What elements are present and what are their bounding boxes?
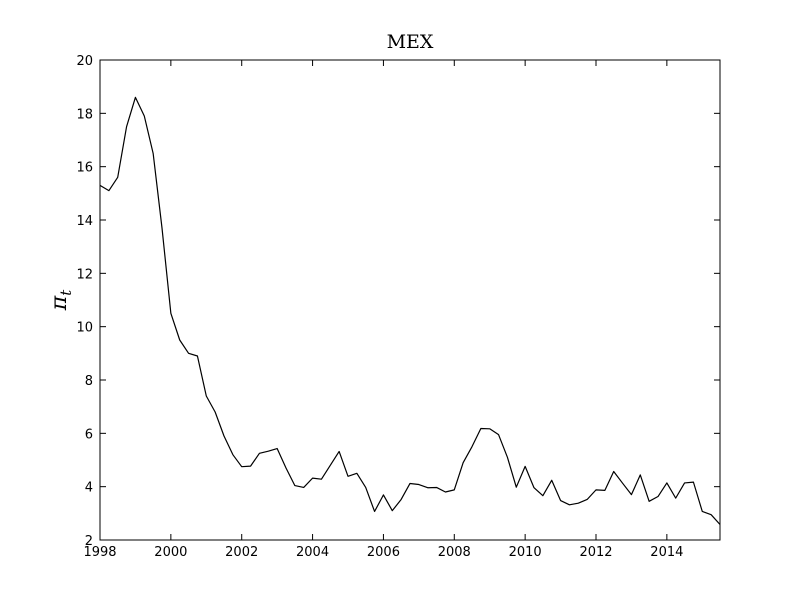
- x-tick-label: 2000: [154, 545, 187, 560]
- x-tick-label: 2010: [509, 545, 542, 560]
- y-tick-label: 18: [76, 107, 93, 122]
- x-tick-label: 2002: [225, 545, 258, 560]
- tick-labels: 1998 2000 2002 2004 2006 2008 2010 2012 20142468…: [76, 54, 683, 560]
- y-tick-label: 12: [76, 267, 93, 282]
- x-tick-label: 1998: [83, 545, 116, 560]
- y-tick-label: 4: [85, 481, 93, 496]
- plot-frame: [99, 59, 721, 541]
- y-axis-label-subscript: t: [57, 289, 75, 296]
- series-line: [99, 96, 721, 525]
- y-tick-label: 2: [85, 534, 93, 549]
- y-tick-label: 6: [85, 427, 93, 442]
- y-tick-label: 14: [76, 214, 93, 229]
- y-tick-label: 20: [76, 54, 93, 69]
- y-tick-label: 16: [76, 161, 93, 176]
- y-axis-label-main: π: [47, 295, 72, 311]
- y-tick-label: 8: [85, 374, 93, 389]
- axis-ticks: [99, 59, 720, 541]
- x-tick-label: 2014: [650, 545, 683, 560]
- x-tick-label: 2012: [579, 545, 612, 560]
- x-tick-label: 2008: [438, 545, 471, 560]
- chart-title: MEX: [387, 31, 434, 53]
- x-tick-label: 2004: [296, 545, 329, 560]
- x-tick-label: 2006: [367, 545, 400, 560]
- y-axis-label: πt: [47, 289, 75, 311]
- svg-text:πt: πt: [47, 289, 75, 311]
- y-tick-label: 10: [76, 321, 93, 336]
